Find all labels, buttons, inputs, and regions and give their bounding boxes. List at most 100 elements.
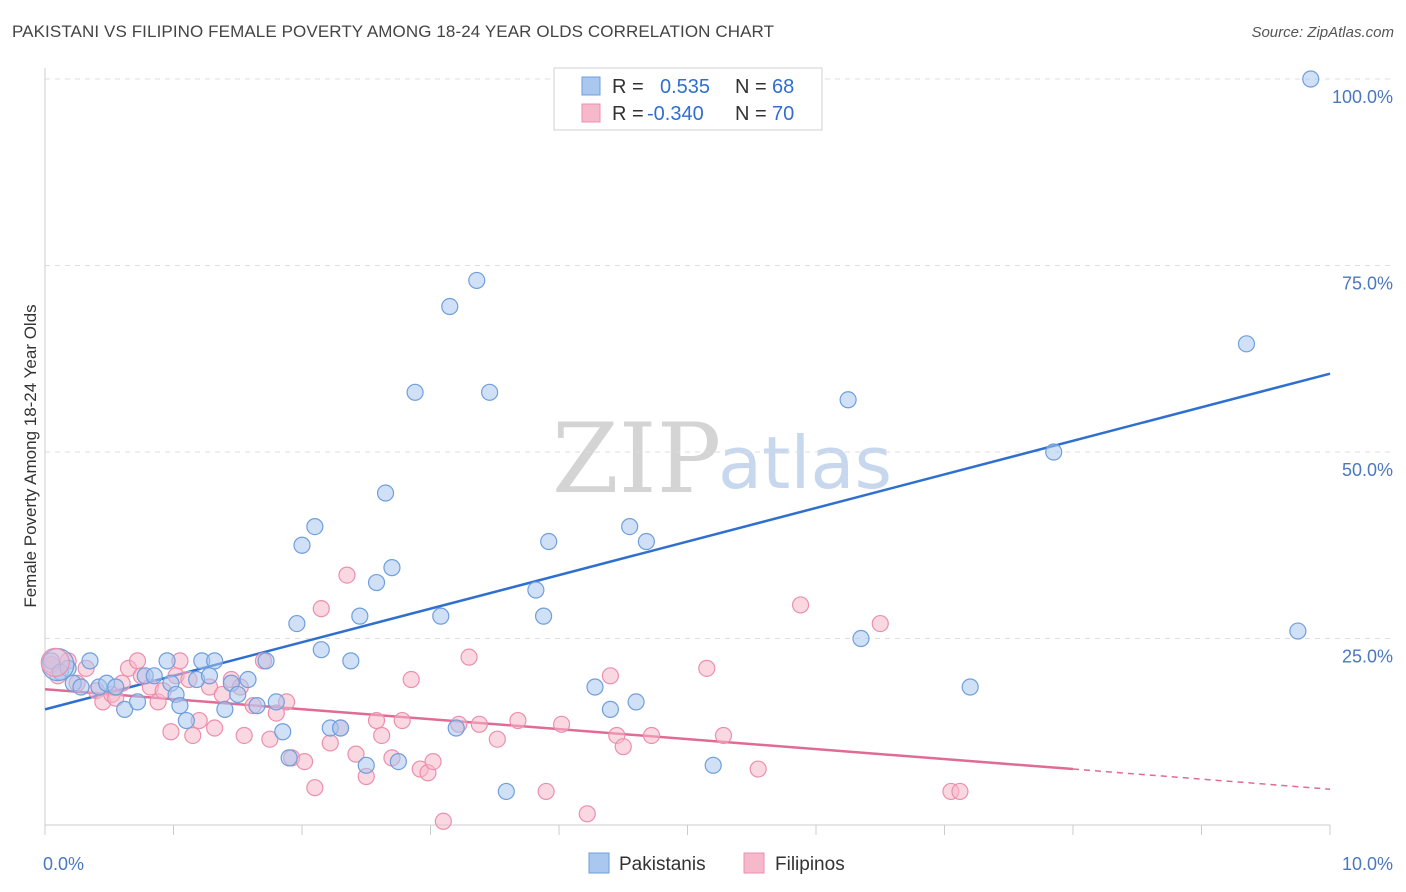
point-pakistanis-0	[42, 652, 61, 670]
point-filipinos-33	[295, 752, 314, 771]
point-pakistanis-66	[1289, 622, 1307, 640]
y-tick-label-3: 100.0%	[1332, 87, 1393, 107]
point-pakistanis-38	[351, 607, 369, 625]
point-pakistanis-9	[116, 700, 134, 718]
point-pakistanis-48	[468, 271, 486, 290]
point-pakistanis-22	[216, 700, 234, 718]
legend-r-value-filipinos: -0.340	[647, 103, 704, 125]
point-pakistanis-27	[257, 652, 275, 670]
point-filipinos-53	[488, 730, 506, 748]
point-pakistanis-54	[586, 678, 604, 696]
point-filipinos-38	[338, 566, 356, 584]
y-tick-label-2: 75.0%	[1342, 274, 1393, 294]
series-swatch-filipinos	[743, 852, 765, 874]
point-pakistanis-13	[158, 652, 176, 670]
source-credit: Source: ZipAtlas.com	[1251, 24, 1394, 41]
point-pakistanis-20	[200, 667, 219, 685]
point-filipinos-60	[614, 738, 632, 756]
trend-line-pakistanis	[44, 372, 1331, 711]
series-label-pakistanis: Pakistanis	[619, 854, 706, 875]
point-filipinos-45	[402, 670, 420, 689]
point-pakistanis-16	[171, 697, 189, 715]
point-pakistanis-50	[497, 782, 515, 801]
point-filipinos-29	[261, 730, 279, 748]
point-pakistanis-40	[367, 573, 386, 592]
point-filipinos-34	[306, 779, 324, 797]
point-pakistanis-25	[239, 670, 257, 689]
series-swatch-pakistanis	[588, 852, 610, 874]
point-pakistanis-32	[293, 536, 311, 554]
point-pakistanis-12	[145, 667, 163, 685]
watermark-zip: ZIP	[552, 403, 721, 515]
point-filipinos-42	[373, 726, 391, 745]
point-filipinos-51	[460, 648, 478, 666]
point-filipinos-57	[578, 805, 596, 823]
point-filipinos-52	[470, 715, 488, 733]
point-filipinos-48	[424, 752, 442, 771]
point-pakistanis-31	[288, 614, 306, 633]
point-pakistanis-5	[81, 652, 99, 670]
point-filipinos-26	[235, 726, 253, 745]
chart-title: PAKISTANI VS FILIPINO FEMALE POVERTY AMO…	[12, 22, 775, 41]
point-pakistanis-62	[852, 629, 870, 648]
watermark-atlas: atlas	[718, 421, 892, 505]
point-filipinos-62	[698, 659, 716, 677]
legend-n-label-pakistanis: N =	[735, 76, 767, 98]
trend-line-filipinos-extension	[1072, 768, 1331, 790]
point-pakistanis-53	[540, 532, 558, 551]
point-filipinos-68	[951, 782, 969, 801]
point-filipinos-10	[128, 652, 147, 670]
point-pakistanis-58	[637, 532, 655, 551]
series-legend: Pakistanis Filipinos	[588, 852, 845, 875]
legend-n-label-filipinos: N =	[735, 103, 767, 125]
legend-r-label-filipinos: R =	[612, 103, 644, 125]
point-filipinos-35	[312, 600, 330, 618]
point-pakistanis-34	[312, 641, 330, 659]
series-label-filipinos: Filipinos	[775, 854, 845, 875]
point-filipinos-44	[393, 711, 411, 730]
point-pakistanis-42	[383, 559, 401, 577]
point-filipinos-65	[791, 596, 810, 614]
legend-r-label-pakistanis: R =	[612, 76, 644, 98]
point-pakistanis-28	[267, 693, 285, 711]
point-pakistanis-17	[177, 711, 195, 730]
point-filipinos-63	[714, 726, 733, 745]
point-pakistanis-33	[306, 517, 324, 536]
point-pakistanis-21	[206, 652, 224, 670]
y-tick-label-1: 50.0%	[1342, 460, 1393, 480]
y-axis-label: Female Poverty Among 18-24 Year Olds	[21, 304, 40, 607]
point-pakistanis-37	[342, 652, 360, 670]
point-pakistanis-51	[527, 581, 545, 599]
point-filipinos-49	[434, 812, 452, 830]
point-pakistanis-24	[229, 685, 247, 704]
legend-n-value-pakistanis: 68	[772, 76, 794, 98]
point-pakistanis-57	[627, 693, 645, 711]
point-pakistanis-61	[839, 391, 857, 409]
point-pakistanis-26	[248, 697, 266, 715]
legend-swatch-filipinos	[581, 103, 601, 123]
point-filipinos-15	[162, 723, 180, 741]
point-filipinos-39	[347, 745, 365, 763]
legend-swatch-pakistanis	[581, 76, 601, 96]
stats-legend: R = 0.535 N = 68 R = -0.340 N = 70	[553, 67, 823, 131]
point-pakistanis-29	[274, 723, 292, 741]
point-pakistanis-30	[280, 749, 298, 767]
point-cluster-filipinos	[40, 647, 70, 677]
x-tick-label-1: 10.0%	[1342, 854, 1393, 874]
tick-labels: 25.0% 50.0% 75.0% 100.0% 0.0% 10.0%	[43, 87, 1393, 874]
axes	[44, 68, 1331, 835]
point-pakistanis-8	[107, 678, 125, 696]
point-pakistanis-45	[432, 607, 450, 625]
point-pakistanis-10	[128, 693, 147, 711]
point-pakistanis-46	[441, 297, 459, 316]
point-filipinos-55	[537, 782, 555, 801]
legend-n-value-filipinos: 70	[772, 103, 794, 125]
point-pakistanis-41	[376, 484, 395, 502]
point-filipinos-41	[367, 711, 386, 730]
point-filipinos-66	[871, 614, 889, 633]
point-pakistanis-44	[406, 383, 424, 401]
point-filipinos-61	[642, 726, 661, 745]
point-pakistanis-39	[357, 756, 375, 774]
point-filipinos-22	[206, 719, 224, 737]
